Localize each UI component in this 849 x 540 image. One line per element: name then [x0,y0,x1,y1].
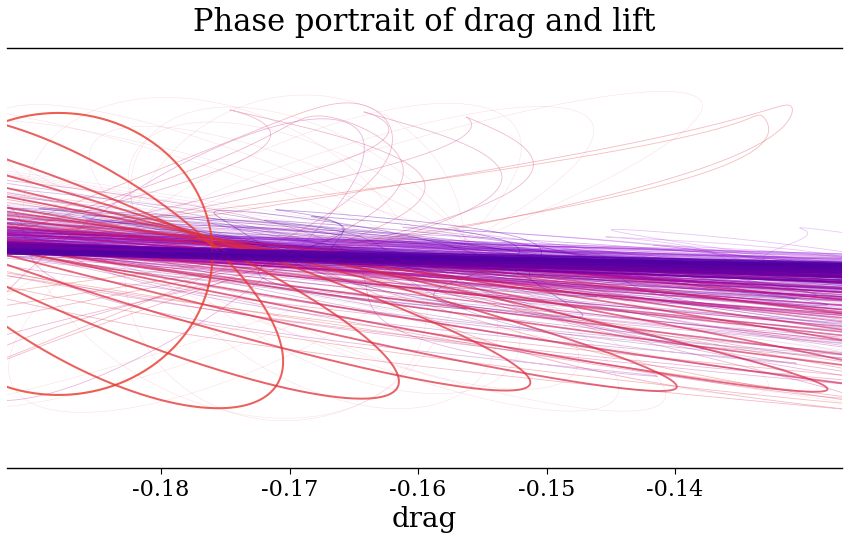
X-axis label: drag: drag [392,506,457,533]
Title: Phase portrait of drag and lift: Phase portrait of drag and lift [194,7,655,38]
